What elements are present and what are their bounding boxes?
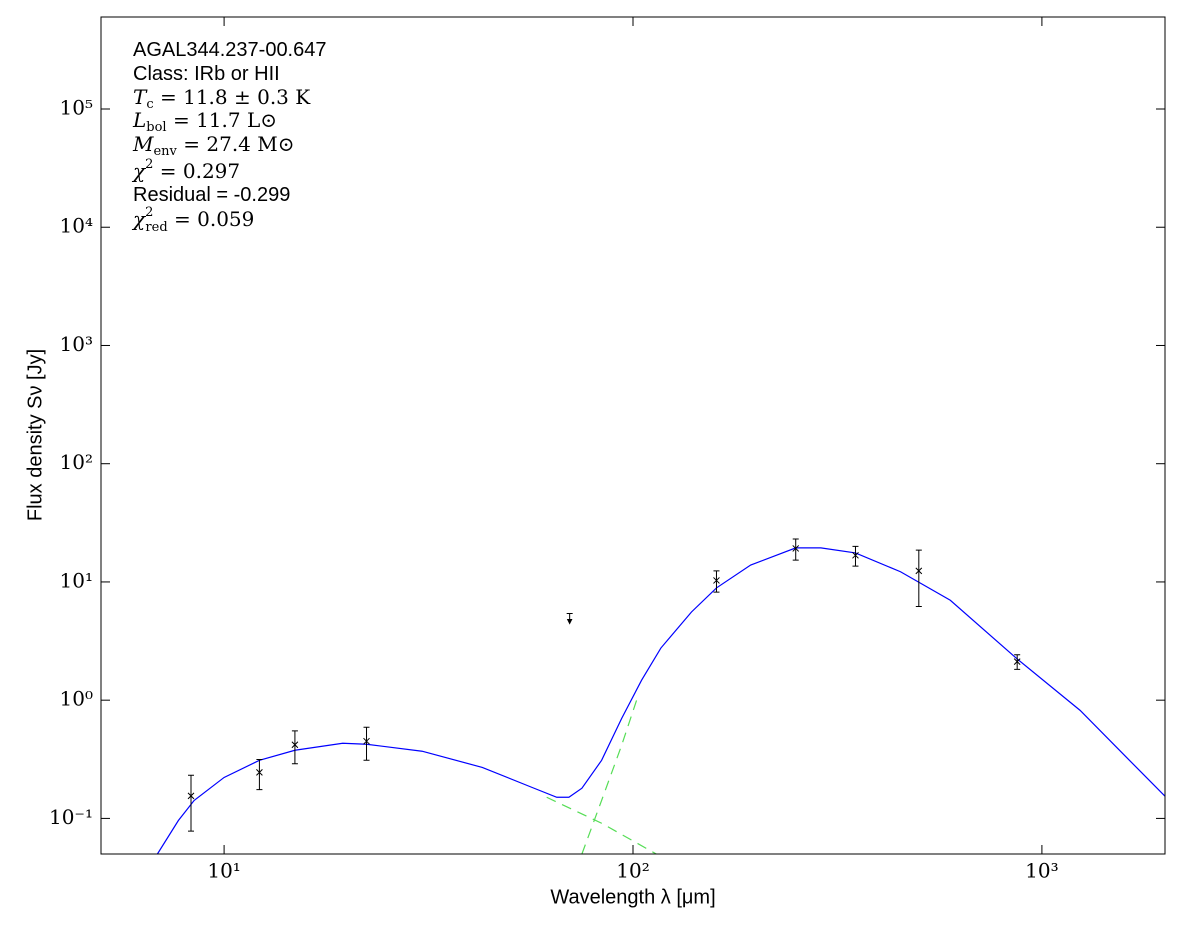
marker	[291, 741, 299, 749]
y-tick-label: 10¹	[60, 568, 93, 592]
annotation: χ2 = 0.297	[131, 157, 240, 183]
error-bar	[291, 730, 298, 765]
annotation-text: AGAL344.237-00.647	[133, 39, 327, 61]
annotation-text: = 0.297	[153, 159, 240, 183]
marker	[713, 577, 720, 584]
annotation-subscript: env	[153, 144, 177, 159]
annotation-superscript: 2	[145, 205, 153, 220]
x-tick-label: 10¹	[207, 859, 240, 883]
annotation-subscript: red	[145, 220, 167, 235]
data-point	[713, 570, 720, 593]
annotation-subscript: c	[146, 97, 153, 112]
marker	[187, 792, 195, 800]
x-axis-label: Wavelength λ [μm]	[550, 886, 715, 908]
data-point	[1013, 654, 1021, 670]
marker	[1013, 658, 1021, 665]
plot-area	[156, 538, 1165, 854]
annotation-symbol: χ	[131, 207, 147, 231]
data-point	[187, 774, 195, 832]
data-point	[792, 538, 800, 561]
annotation-subscript: bol	[146, 120, 166, 135]
annotation-text: = 11.7 L⊙	[167, 108, 277, 132]
annotation: AGAL344.237-00.647	[133, 39, 327, 61]
marker	[256, 769, 263, 776]
error-bar	[188, 774, 195, 832]
y-tick-label: 10⁴	[60, 214, 93, 238]
annotation-text: Class: IRb or HII	[133, 63, 280, 85]
error-bar	[363, 726, 370, 761]
y-tick-label: 10⁵	[60, 96, 93, 120]
model-curve	[581, 695, 639, 854]
y-tick-label: 10⁰	[60, 687, 93, 711]
annotation: χ2 red = 0.059	[131, 205, 254, 235]
x-tick-label: 10²	[616, 859, 649, 883]
annotation-symbol: χ	[131, 159, 147, 183]
upper-limit	[566, 613, 573, 625]
marker	[852, 551, 859, 559]
annotation-symbol: T	[133, 85, 148, 109]
annotation: Menv = 27.4 M⊙	[132, 132, 295, 159]
marker	[915, 567, 923, 575]
data-point	[256, 758, 263, 791]
annotation: Lbol = 11.7 L⊙	[132, 108, 277, 135]
annotation-text: = 11.8 ± 0.3 K	[154, 85, 312, 109]
marker	[363, 737, 370, 745]
annotation-symbol: M	[132, 132, 154, 156]
plot-frame	[100, 16, 1166, 855]
error-bar	[256, 758, 263, 791]
data-point	[363, 726, 370, 761]
annotation: Residual = -0.299	[133, 184, 290, 206]
y-axis-label: Flux density Sν [Jy]	[24, 349, 46, 521]
data-point	[291, 730, 299, 765]
data-point	[915, 549, 923, 607]
annotation-text: = 0.059	[168, 207, 255, 231]
x-tick-label: 10³	[1025, 859, 1058, 883]
error-bar	[852, 545, 859, 567]
y-tick-label: 10⁻¹	[49, 805, 93, 829]
marker	[792, 545, 800, 552]
error-bar	[792, 538, 799, 561]
y-tick-label: 10²	[60, 450, 93, 474]
model-curve	[546, 796, 657, 854]
y-tick-label: 10³	[60, 332, 93, 356]
error-bar	[713, 570, 720, 593]
annotation: Class: IRb or HII	[133, 63, 280, 85]
annotation-superscript: 2	[145, 157, 153, 172]
data-point	[852, 545, 859, 567]
model-curve	[156, 547, 1165, 854]
annotation-symbol: L	[132, 108, 146, 132]
annotation-text: Residual = -0.299	[133, 184, 290, 206]
annotation: Tc = 11.8 ± 0.3 K	[133, 85, 311, 112]
annotation-text: = 27.4 M⊙	[177, 132, 295, 156]
error-bar	[915, 549, 922, 607]
